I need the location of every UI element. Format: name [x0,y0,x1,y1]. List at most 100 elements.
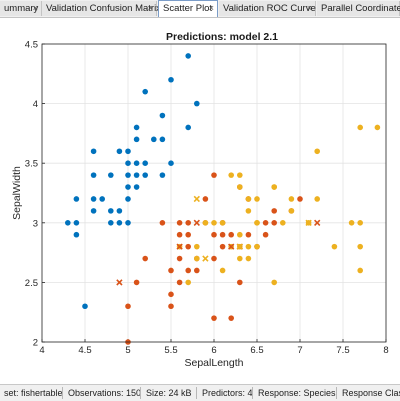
setosa-point [159,172,166,178]
versicolor-point [228,231,234,238]
x-tick-label: 5.5 [164,345,177,356]
setosa-point [142,160,148,166]
virginica-misclassified-point [202,255,209,262]
versicolor-misclassified-point [228,243,235,250]
x-tick-label: 8 [383,345,388,356]
y-tick-label: 3 [33,218,38,229]
virginica-point [357,124,364,131]
setosa-point [185,53,191,59]
versicolor-misclassified-point [193,219,200,226]
close-icon[interactable]: × [208,3,214,13]
setosa-point [133,136,140,143]
setosa-point [108,220,114,226]
setosa-point [151,136,157,143]
y-tick-label: 2.5 [25,278,38,289]
setosa-point [90,196,97,202]
y-tick-label: 4.5 [25,40,38,51]
y-axis-label: SepalWidth [11,166,23,220]
setosa-point [194,100,200,107]
y-tick-label: 4 [33,99,38,110]
versicolor-point [176,255,183,262]
tab-scatter-plot[interactable]: Scatter Plot × [158,0,218,17]
axis-ticks: 4 4.5 5 5.5 6 6.5 7 7.5 8 2 2.5 3 3.5 4 4.5 [25,40,389,357]
versicolor-point [271,208,278,214]
setosa-point [99,196,105,202]
virginica-point [348,220,355,226]
setosa-point [133,172,140,178]
setosa-point [125,184,131,190]
virginica-point [254,196,260,202]
versicolor-point [176,220,183,226]
tab-parallel-coordinates-plot[interactable]: Parallel Coordinates P [317,1,400,16]
versicolor-point [142,255,148,262]
virginica-point [314,196,321,202]
setosa-point [125,196,131,202]
close-icon[interactable]: × [32,3,38,13]
virginica-point [237,231,243,238]
virginica-point [288,208,295,214]
virginica-point [202,220,209,226]
status-size: Size: 24 kB [146,388,192,398]
virginica-point [271,184,278,190]
setosa-point [159,112,166,119]
setosa-point [65,220,71,226]
virginica-point [331,243,338,250]
virginica-point [357,267,364,274]
setosa-point [90,208,97,214]
tab-bar: ummary × Validation Confusion Matrix × S… [0,0,400,18]
virginica-point [237,184,243,190]
setosa-point [90,172,97,178]
virginica-point [219,220,226,226]
x-tick-label: 6.5 [250,345,263,356]
virginica-point [357,220,364,226]
versicolor-point [228,315,234,321]
versicolor-point [262,231,269,238]
tab-label: ummary [4,3,39,14]
setosa-point [125,172,131,178]
versicolor-point [211,255,217,262]
status-observations: Observations: 150 [68,388,142,398]
versicolor-point [262,220,269,226]
close-icon[interactable]: × [147,3,153,13]
setosa-point [90,148,97,155]
setosa-point [73,196,80,202]
setosa-point [168,160,174,166]
versicolor-point [211,172,217,178]
versicolor-point [159,220,166,226]
scatter-plot-chart[interactable]: 4 4.5 5 5.5 6 6.5 7 7.5 8 2 2.5 3 3.5 4 4.5 Prediction… [0,18,400,384]
tab-label: Parallel Coordinates P [321,3,400,14]
versicolor-point [168,303,174,310]
plot-box [41,43,387,343]
virginica-point [254,220,260,226]
setosa-point [108,208,114,214]
status-predictors: Predictors: 4 [202,388,253,398]
setosa-point [142,88,148,95]
versicolor-point [194,267,200,274]
setosa-point [159,136,166,143]
virginica-misclassified-point [305,219,312,226]
versicolor-point [271,220,278,226]
virginica-point [314,148,321,155]
setosa-point [116,208,123,214]
chart-title: Predictions: model 2.1 [166,31,278,43]
virginica-point [374,124,381,131]
tab-validation-roc-curve[interactable]: Validation ROC Curve × [219,1,316,16]
versicolor-misclassified-point [116,279,123,286]
data-points [65,53,381,345]
tab-summary[interactable]: ummary × [0,1,42,16]
versicolor-point [237,279,243,286]
setosa-point [125,148,131,155]
virginica-point [288,196,295,202]
virginica-point [194,255,200,262]
setosa-point [142,172,148,178]
setosa-point [125,160,131,166]
virginica-point [245,255,252,262]
tab-validation-confusion-matrix[interactable]: Validation Confusion Matrix × [42,1,161,16]
virginica-point [280,220,286,226]
close-icon[interactable]: × [306,3,312,13]
versicolor-point [219,231,226,238]
x-tick-label: 4.5 [78,345,91,356]
versicolor-point [125,303,131,310]
versicolor-point [185,231,191,238]
setosa-point [133,160,140,166]
